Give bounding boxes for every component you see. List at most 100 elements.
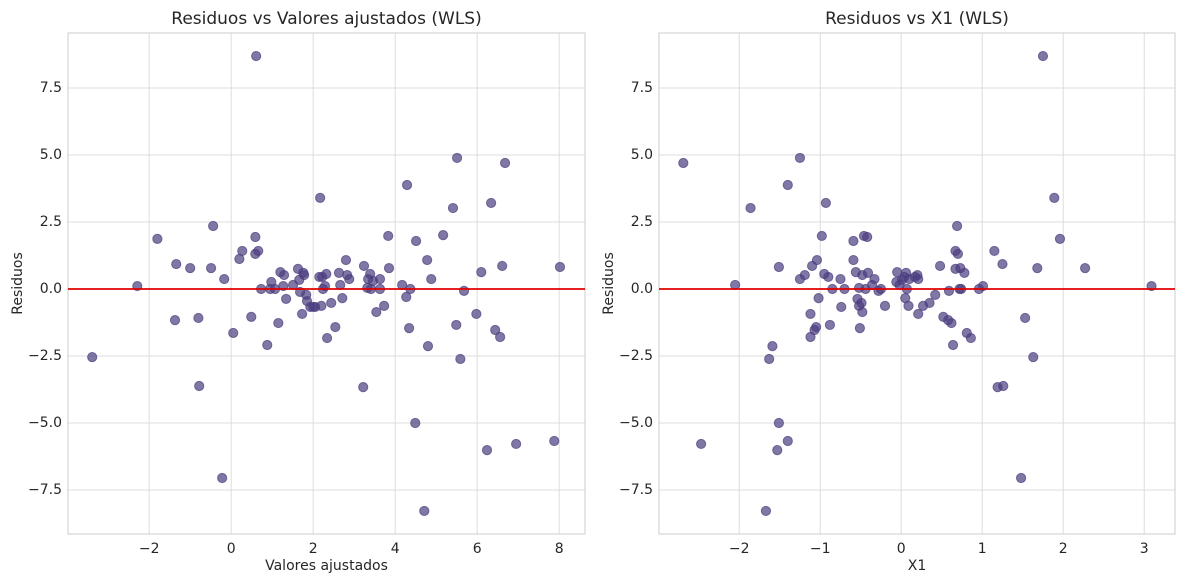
y-tick-label: 0.0: [631, 281, 653, 297]
y-tick-label: 0.0: [40, 281, 62, 297]
point: [194, 380, 205, 392]
point: [499, 157, 511, 169]
point: [326, 297, 337, 309]
point: [767, 340, 778, 352]
point: [337, 293, 348, 304]
point: [848, 254, 859, 266]
point: [764, 353, 775, 365]
plot: −2 −1 0 1 2 3 −7.5 −5.0 −2.5 0.0 2.5 5.0 7.5 Residuos…: [601, 9, 1176, 574]
point: [924, 297, 935, 309]
point: [848, 235, 859, 247]
point: [458, 285, 470, 296]
point: [943, 285, 955, 296]
point: [447, 202, 459, 214]
point: [549, 435, 560, 447]
x-tick-label: 2: [1059, 541, 1068, 557]
point: [246, 311, 257, 322]
point: [383, 230, 394, 242]
x-tick-label: 2: [309, 541, 318, 557]
point: [374, 273, 386, 285]
point: [497, 260, 508, 272]
point: [782, 435, 793, 447]
point: [799, 269, 810, 281]
point: [297, 308, 308, 320]
x-tick-label: −2: [729, 541, 750, 557]
y-tick-label: 7.5: [40, 80, 62, 96]
point: [253, 245, 264, 257]
y-tick-label: −2.5: [28, 348, 62, 364]
point: [217, 472, 228, 484]
point: [811, 321, 822, 333]
x-tick-label: 4: [391, 541, 400, 557]
point: [930, 289, 941, 300]
point: [486, 197, 497, 209]
point: [959, 267, 970, 279]
point: [836, 301, 847, 313]
point: [278, 269, 290, 281]
point: [344, 273, 355, 285]
point: [422, 254, 433, 266]
point: [419, 505, 430, 517]
y-tick-label: 7.5: [631, 80, 653, 96]
point: [358, 260, 370, 272]
point: [404, 323, 415, 334]
point: [321, 268, 332, 280]
point: [760, 505, 772, 517]
y-tick-label: −7.5: [619, 482, 653, 498]
point: [989, 245, 1000, 257]
point: [1028, 351, 1039, 363]
x-axis-label: Valores ajustados: [265, 558, 388, 574]
point: [805, 308, 816, 320]
x-tick-label: 0: [227, 541, 236, 557]
point: [401, 291, 412, 303]
point: [481, 444, 493, 456]
point: [1049, 192, 1060, 203]
point: [820, 197, 831, 209]
point: [951, 220, 963, 232]
y-tick-label: 5.0: [40, 147, 62, 163]
point: [947, 339, 959, 351]
point: [696, 438, 707, 450]
point: [934, 260, 946, 272]
y-tick-label: −2.5: [619, 348, 653, 364]
point: [340, 254, 352, 266]
x-tick-label: 0: [897, 541, 906, 557]
point: [495, 331, 506, 343]
point: [208, 220, 219, 232]
x-tick-label: −1: [810, 541, 831, 557]
point: [401, 179, 413, 191]
axes-frame: [67, 32, 586, 535]
point: [219, 273, 230, 285]
point: [813, 293, 824, 304]
point: [251, 50, 262, 62]
point: [205, 262, 217, 274]
point: [772, 444, 783, 456]
point: [773, 261, 784, 273]
point: [379, 300, 390, 311]
point: [410, 417, 421, 429]
point: [299, 269, 310, 281]
point: [455, 353, 466, 365]
point: [856, 297, 867, 309]
point: [811, 254, 823, 266]
point: [237, 245, 248, 257]
axes-frame: [658, 32, 1176, 535]
point: [152, 233, 163, 244]
point: [87, 351, 98, 363]
point: [946, 317, 957, 329]
point: [438, 230, 449, 241]
point: [250, 231, 261, 243]
point: [823, 271, 834, 283]
point: [371, 306, 382, 318]
point: [262, 339, 273, 351]
point: [426, 273, 437, 285]
point: [1020, 312, 1031, 324]
x-tick-label: −2: [139, 541, 160, 557]
point: [171, 258, 182, 270]
point: [869, 273, 880, 285]
y-axis-label: Residuos: [10, 252, 26, 315]
point: [1015, 472, 1027, 484]
point: [913, 273, 924, 285]
point: [315, 192, 326, 203]
